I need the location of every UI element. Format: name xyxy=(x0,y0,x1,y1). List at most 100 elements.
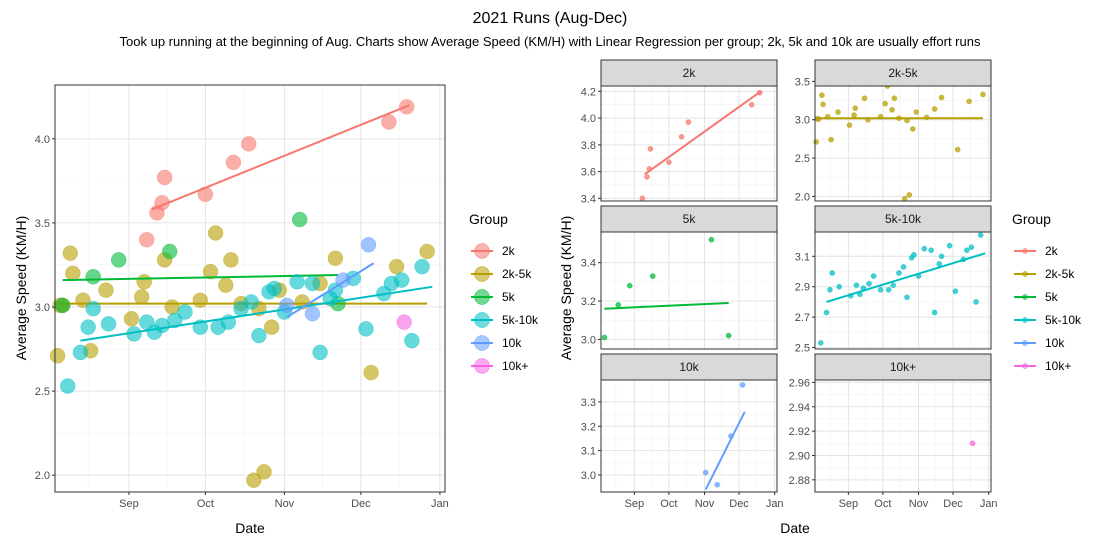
data-point-2k-5k xyxy=(223,252,239,268)
data-point-2k-5k xyxy=(966,98,972,105)
data-point-5k-10k xyxy=(870,273,877,279)
facet-10k+-points xyxy=(969,440,976,447)
data-point-2k-5k xyxy=(882,100,889,107)
facet-5k-points xyxy=(601,236,732,341)
data-point-2k-5k xyxy=(133,289,150,305)
panel-border xyxy=(54,84,446,493)
legend-label: 10k+ xyxy=(502,359,528,373)
y-tick-label: 3.8 xyxy=(581,140,596,152)
legend-label: 10k xyxy=(1045,336,1065,350)
y-tick-label: 2.94 xyxy=(789,402,810,414)
data-point-5k xyxy=(161,243,178,260)
data-point-5k-10k xyxy=(167,312,183,329)
data-point-5k-10k xyxy=(312,344,328,361)
data-point-5k-10k xyxy=(358,321,374,337)
legend-key-point xyxy=(474,358,490,374)
legend-label: 10k+ xyxy=(1045,359,1071,373)
legend-key-point xyxy=(1022,271,1028,277)
y-tick-label: 4.0 xyxy=(35,134,50,146)
legend-item: 5k xyxy=(1014,290,1059,304)
legend-item: 10k xyxy=(471,335,522,351)
facet-strip xyxy=(600,205,778,233)
regression-line-5k-10k xyxy=(826,252,986,303)
data-point-5k-10k xyxy=(289,274,305,290)
panel-background xyxy=(815,380,991,492)
data-point-5k-10k xyxy=(921,245,928,252)
plots-layer: 2.0 2.5 3.0 3.5 4.0 Sep Oct Nov Dec Jan Date Averag… xyxy=(13,59,1082,536)
data-point-5k xyxy=(110,252,127,268)
x-tick-label: Dec xyxy=(943,498,963,510)
data-point-5k-10k xyxy=(853,282,860,289)
data-point-5k-10k xyxy=(936,261,943,267)
regression-line-10k xyxy=(286,262,375,318)
combined-panel: 2.0 2.5 3.0 3.5 4.0 Sep Oct Nov Dec Jan xyxy=(35,84,449,510)
legend-key-point xyxy=(1022,248,1028,254)
chart-title: 2021 Runs (Aug-Dec) xyxy=(473,10,628,27)
legend: Group 2k 2k-5k 5k 5k-10k 10k 10k+ xyxy=(469,211,539,374)
facet-strip-label: 5k xyxy=(683,212,697,226)
data-point-5k-10k xyxy=(952,288,959,295)
data-point-2k-5k xyxy=(388,258,405,275)
data-point-2k-5k xyxy=(813,139,820,145)
regression-line-5k xyxy=(604,301,729,310)
data-point-5k-10k xyxy=(885,286,892,293)
y-tick-label: 3.1 xyxy=(581,446,596,458)
data-point-5k-10k xyxy=(900,264,907,270)
data-point-2k-5k xyxy=(202,263,219,280)
legend-key-point xyxy=(474,243,490,259)
data-point-2k-5k xyxy=(123,311,140,327)
data-point-5k xyxy=(291,211,308,228)
facet-10k+-panel: 2.88 2.90 2.92 2.94 2.96 Sep Oct Nov Dec Jan 10k+ xyxy=(789,353,998,510)
x-tick-label: Sep xyxy=(839,498,859,510)
legend: Group 2k 2k-5k 5k 5k-10k 10k 10k+ xyxy=(1012,211,1082,373)
y-tick-label: 3.0 xyxy=(795,115,810,127)
data-point-2k-5k xyxy=(98,282,114,298)
legend-item: 2k xyxy=(1014,244,1059,258)
data-point-5k-10k xyxy=(866,280,872,287)
legend-item: 10k+ xyxy=(471,358,528,374)
data-point-2k-5k xyxy=(852,105,859,112)
y-tick-label: 3.4 xyxy=(581,258,596,270)
regression-line-5k xyxy=(62,274,338,282)
panel-background xyxy=(815,232,991,349)
legend-item: 2k-5k xyxy=(1014,267,1075,281)
data-point-2k-5k xyxy=(363,364,379,381)
y-tick-label: 2.7 xyxy=(795,312,810,324)
legend-item: 10k xyxy=(1014,336,1065,350)
data-point-2k-5k xyxy=(419,243,435,260)
data-point-2k-5k xyxy=(938,94,945,101)
y-tick-label: 3.2 xyxy=(581,296,596,308)
data-point-5k-10k xyxy=(968,244,975,251)
facet-2k-points xyxy=(639,89,763,202)
data-point-2k-5k xyxy=(861,95,868,102)
data-point-2k-5k xyxy=(906,192,913,198)
y-tick-label: 2.92 xyxy=(789,426,810,438)
combined-points xyxy=(49,99,435,488)
chart-subtitle: Took up running at the beginning of Aug.… xyxy=(120,34,981,49)
y-tick-label: 3.5 xyxy=(795,76,810,88)
data-point-5k xyxy=(626,282,633,289)
data-point-2k-5k xyxy=(62,245,79,261)
facet-strip-label: 10k+ xyxy=(890,360,916,374)
legend-label: 2k-5k xyxy=(502,267,532,281)
data-point-5k xyxy=(708,236,715,243)
data-point-2k xyxy=(685,119,692,125)
facet-y-axis-title: Average Speed (KM/H) xyxy=(558,216,574,360)
facet-strip xyxy=(814,59,992,87)
data-point-2k xyxy=(156,169,173,186)
y-tick-label: 2.5 xyxy=(35,386,50,398)
y-tick-label: 2.5 xyxy=(795,153,810,165)
data-point-2k-5k xyxy=(246,472,262,488)
data-point-5k-10k xyxy=(177,304,193,320)
regression-line-2k xyxy=(644,90,762,176)
x-tick-label: Oct xyxy=(197,498,214,510)
data-point-5k-10k xyxy=(85,300,101,317)
facet-10k-points xyxy=(702,382,746,491)
regression-line-5k-10k xyxy=(80,285,433,342)
y-tick-label: 2.0 xyxy=(35,470,50,482)
data-point-5k xyxy=(725,332,732,339)
data-point-5k-10k xyxy=(963,247,970,254)
data-point-10k xyxy=(739,382,746,388)
data-point-10k xyxy=(714,481,721,488)
panel-background xyxy=(815,86,991,201)
